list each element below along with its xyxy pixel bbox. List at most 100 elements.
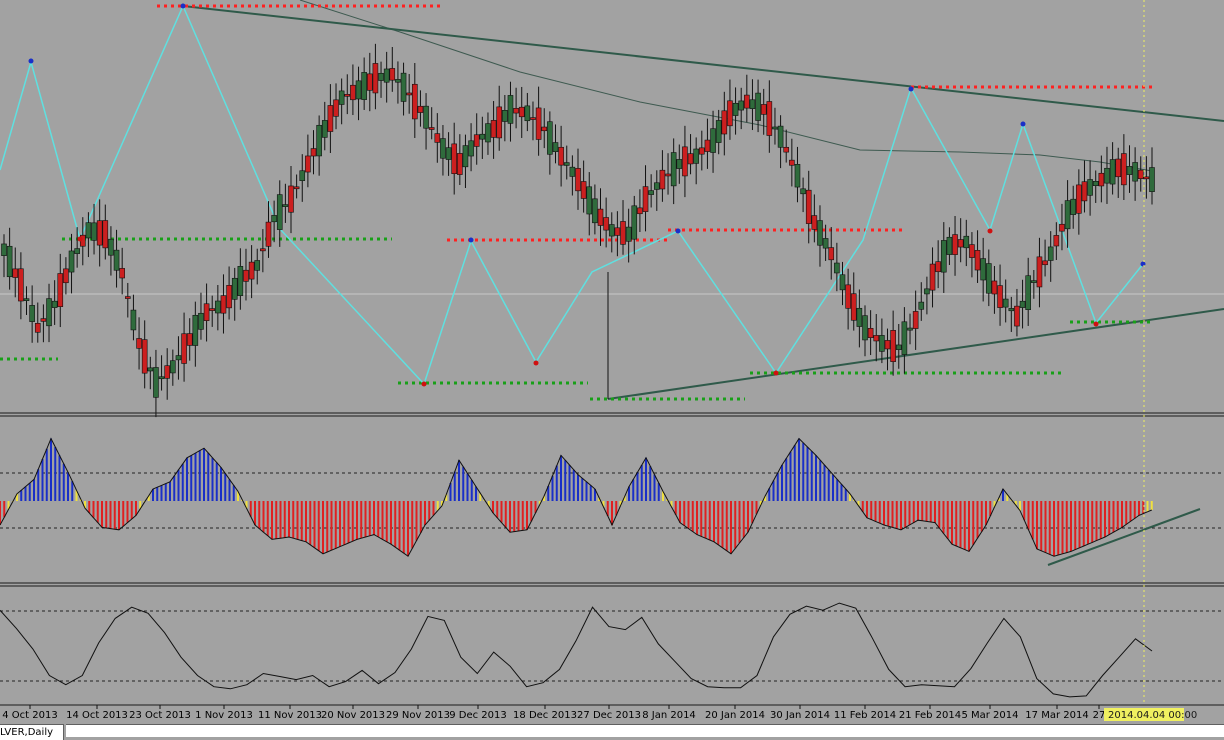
candle-body xyxy=(794,164,801,188)
candle-body xyxy=(440,138,446,159)
candle-body xyxy=(417,105,424,113)
swing-point xyxy=(987,228,993,234)
candle-body xyxy=(749,99,756,109)
candle-body xyxy=(541,126,548,132)
candle-body xyxy=(6,245,13,278)
candle-body xyxy=(575,168,581,192)
candle-body xyxy=(74,248,80,254)
candle-body xyxy=(839,274,846,291)
candle-body xyxy=(946,236,953,255)
price-pane[interactable] xyxy=(0,0,1224,418)
candle-body xyxy=(423,105,429,129)
candle-body xyxy=(935,261,941,273)
candle-body xyxy=(490,120,497,138)
candle-body xyxy=(226,285,232,309)
candle-body xyxy=(1059,223,1065,232)
candle-body xyxy=(670,152,677,187)
oscillator-pane[interactable] xyxy=(0,602,1224,698)
time-axis-label: 21 Feb 2014 xyxy=(899,710,961,721)
candle-body xyxy=(963,235,970,249)
candle-body xyxy=(350,84,356,101)
candle-body xyxy=(513,108,519,114)
candle-body xyxy=(1115,158,1122,178)
candle-body xyxy=(192,314,199,346)
candle-body xyxy=(265,221,272,247)
candle-body xyxy=(676,159,683,169)
candle-body xyxy=(547,121,553,155)
candle-body xyxy=(760,104,767,115)
symbol-tab[interactable]: ILVER,Daily xyxy=(0,724,64,740)
candle-body xyxy=(428,127,435,130)
swing-point xyxy=(1020,121,1026,127)
time-axis-label: 11 Nov 2013 xyxy=(258,710,322,721)
histogram-envelope xyxy=(0,437,1152,557)
candle-body xyxy=(693,148,699,164)
candle-body xyxy=(1143,176,1150,180)
candle-body xyxy=(1109,159,1116,185)
candle-body xyxy=(299,170,306,181)
candle-body xyxy=(395,79,401,83)
candle-body xyxy=(231,277,238,300)
candle-body xyxy=(997,285,1003,308)
candle-body xyxy=(940,240,947,273)
candle-body xyxy=(383,68,390,83)
candle-body xyxy=(1019,300,1026,308)
candle-body xyxy=(119,268,125,279)
candle-body xyxy=(777,125,784,148)
candle-body xyxy=(603,217,609,231)
candle-body xyxy=(462,145,469,168)
swing-point xyxy=(773,370,779,376)
candle-body xyxy=(355,80,362,100)
candle-body xyxy=(102,220,109,249)
candle-body xyxy=(1087,179,1093,196)
candle-body xyxy=(653,182,660,190)
candle-body xyxy=(18,268,24,302)
candle-body xyxy=(704,139,711,152)
candle-body xyxy=(879,335,885,352)
candle-body xyxy=(659,169,666,190)
candle-body xyxy=(186,333,193,346)
time-axis-label: 20 Jan 2014 xyxy=(705,710,765,721)
candle-body xyxy=(884,340,891,350)
candle-body xyxy=(620,221,626,245)
candle-body xyxy=(170,360,176,374)
candle-body xyxy=(305,155,311,173)
swing-point xyxy=(180,3,186,9)
candle-body xyxy=(1098,172,1105,187)
candle-body xyxy=(366,73,373,91)
candle-body xyxy=(614,227,621,236)
candle-body xyxy=(834,262,840,274)
candle-body xyxy=(732,102,739,116)
candle-body xyxy=(828,247,835,261)
candle-body xyxy=(507,95,514,124)
candle-body xyxy=(1132,162,1138,182)
time-axis-label: 20 Nov 2013 xyxy=(321,710,385,721)
time-axis-label: 29 Nov 2013 xyxy=(386,710,450,721)
candle-body xyxy=(327,105,334,132)
candle-body xyxy=(1070,198,1077,215)
moving-average-line xyxy=(299,0,1153,172)
candle-body xyxy=(873,335,880,342)
candle-body xyxy=(271,215,277,223)
histogram-pane[interactable] xyxy=(0,437,1224,566)
candle-body xyxy=(586,186,593,215)
candle-body xyxy=(755,92,761,121)
candle-body xyxy=(243,269,249,282)
candle-body xyxy=(563,162,570,166)
candle-body xyxy=(57,273,64,307)
candle-body xyxy=(23,298,30,301)
candle-body xyxy=(738,100,744,111)
candle-body xyxy=(856,307,863,327)
candle-body xyxy=(378,72,384,81)
candle-body xyxy=(642,186,649,212)
candle-body xyxy=(248,261,255,280)
candle-body xyxy=(260,248,266,252)
candle-body xyxy=(558,146,564,166)
candle-body xyxy=(136,338,142,349)
time-axis-label: 27 xyxy=(1093,710,1106,721)
candle-body xyxy=(63,268,69,284)
candle-body xyxy=(1031,280,1037,283)
candle-body xyxy=(850,293,857,321)
swing-point xyxy=(77,236,83,242)
